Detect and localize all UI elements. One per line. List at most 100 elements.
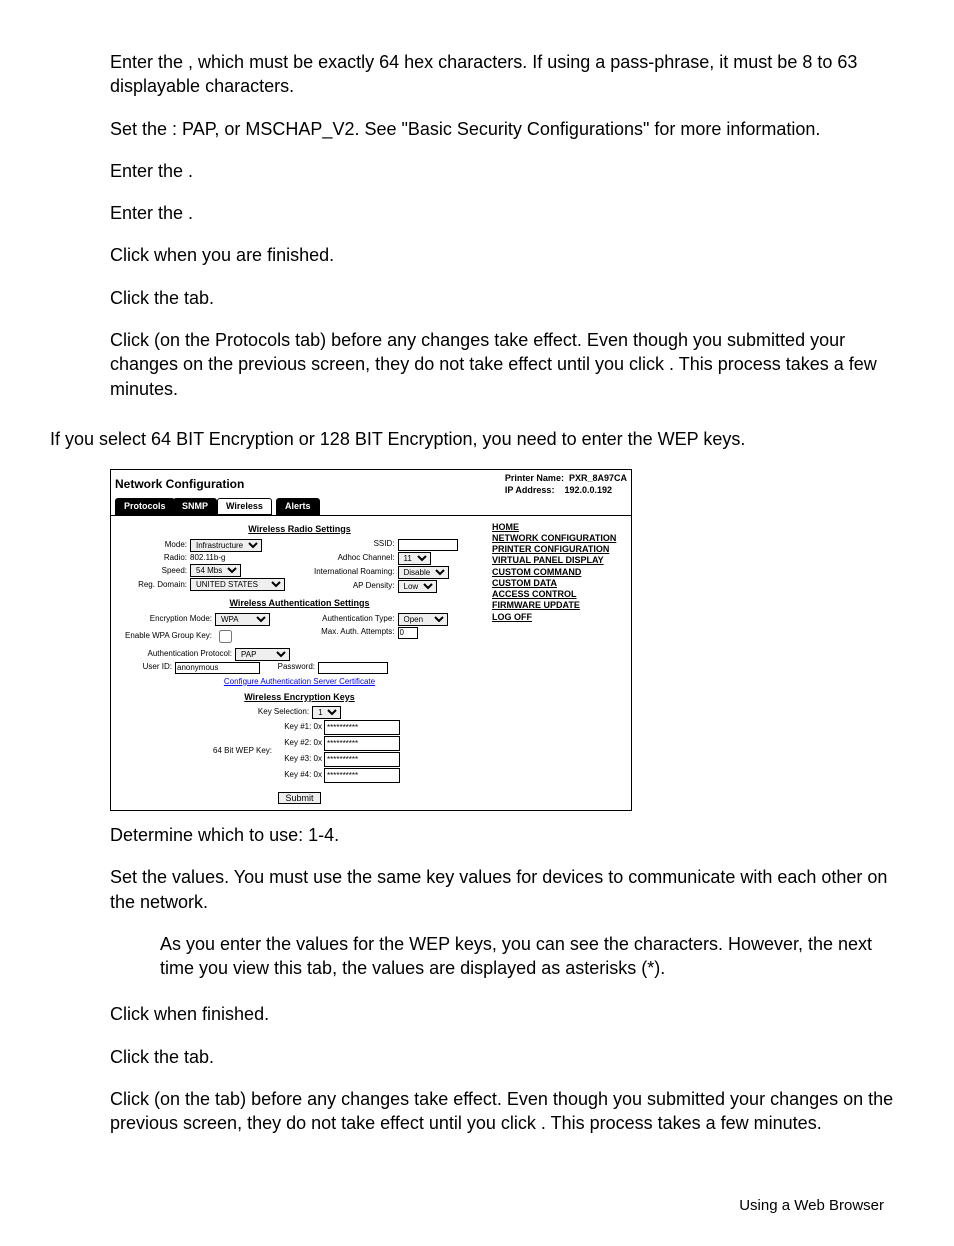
encmode-label: Encryption Mode: xyxy=(117,614,215,625)
radio-label: Radio: xyxy=(117,553,190,564)
key4-input[interactable] xyxy=(324,768,400,783)
embedded-screenshot: Network Configuration Printer Name: PXR_… xyxy=(110,469,632,811)
paragraph: Click the tab. xyxy=(110,286,904,310)
regdom-select[interactable]: UNITED STATES xyxy=(190,578,285,591)
text: . xyxy=(188,203,193,223)
paragraph: Set the values. You must use the same ke… xyxy=(110,865,904,914)
mode-select[interactable]: Infrastructure xyxy=(190,539,262,552)
speed-label: Speed: xyxy=(117,566,190,577)
apden-select[interactable]: Low xyxy=(398,580,437,593)
authtype-select[interactable]: Open xyxy=(398,613,448,626)
section-radio-settings: Wireless Radio Settings xyxy=(117,523,482,535)
text: Click the xyxy=(110,1047,184,1067)
text: . xyxy=(188,161,193,181)
key1-input[interactable] xyxy=(324,720,400,735)
screenshot-header: Network Configuration Printer Name: PXR_… xyxy=(111,470,631,496)
nav-log-off[interactable]: LOG OFF xyxy=(492,612,627,623)
roam-select[interactable]: Disable xyxy=(398,566,449,579)
document-page: Enter the , which must be exactly 64 hex… xyxy=(0,0,954,1246)
screenshot-body: Wireless Radio Settings Mode:Infrastruct… xyxy=(111,516,631,810)
paragraph: Click the tab. xyxy=(110,1045,904,1069)
text: Enter the xyxy=(110,161,188,181)
tab-snmp[interactable]: SNMP xyxy=(173,498,217,514)
text: : PAP, or MSCHAP_V2. See "Basic Security… xyxy=(172,119,820,139)
text: Set the xyxy=(110,867,172,887)
text: Click xyxy=(110,1004,154,1024)
text: to use: 1-4. xyxy=(249,825,339,845)
nav-access-control[interactable]: ACCESS CONTROL xyxy=(492,589,627,600)
text: Click xyxy=(110,330,154,350)
password-input[interactable] xyxy=(318,662,388,674)
nav-printer-config[interactable]: PRINTER CONFIGURATION xyxy=(492,544,627,555)
text: Set the xyxy=(110,119,172,139)
ip-value: 192.0.0.192 xyxy=(564,485,612,495)
tab-bar: Protocols SNMP Wireless Alerts xyxy=(111,499,631,516)
paragraph: Enter the , which must be exactly 64 hex… xyxy=(110,50,904,99)
ssid-label: SSID: xyxy=(300,539,398,550)
adhoc-select[interactable]: 11 xyxy=(398,552,431,565)
speed-select[interactable]: 54 Mbs xyxy=(190,564,241,577)
nav-custom-command[interactable]: CUSTOM COMMAND xyxy=(492,567,627,578)
userid-label: User ID: xyxy=(117,662,175,673)
nav-home[interactable]: HOME xyxy=(492,522,627,533)
text: when you are finished. xyxy=(154,245,334,265)
key4-label: Key #4: 0x xyxy=(276,770,324,781)
text: Determine which xyxy=(110,825,249,845)
maxauth-label: Max. Auth. Attempts: xyxy=(300,627,398,638)
authtype-label: Authentication Type: xyxy=(300,614,398,625)
nav-network-config[interactable]: NETWORK CONFIGURATION xyxy=(492,533,627,544)
submit-button[interactable]: Submit xyxy=(278,792,320,804)
paragraph: Enter the . xyxy=(110,159,904,183)
keysel-select[interactable]: 1 xyxy=(312,706,341,719)
adhoc-label: Adhoc Channel: xyxy=(300,553,398,564)
text: As you enter the values for the WEP keys… xyxy=(160,934,872,978)
key3-input[interactable] xyxy=(324,752,400,767)
config-title: Network Configuration xyxy=(115,476,244,492)
paragraph: Determine which to use: 1-4. xyxy=(110,823,904,847)
tab-alerts[interactable]: Alerts xyxy=(276,498,320,514)
nav-firmware-update[interactable]: FIRMWARE UPDATE xyxy=(492,600,627,611)
text: . This process takes a few minutes. xyxy=(541,1113,822,1133)
cert-link[interactable]: Configure Authentication Server Certific… xyxy=(224,677,375,686)
section-auth-settings: Wireless Authentication Settings xyxy=(117,597,482,609)
paragraph: Enter the . xyxy=(110,201,904,225)
text: tab. xyxy=(184,1047,214,1067)
nav-virtual-panel[interactable]: VIRTUAL PANEL DISPLAY xyxy=(492,555,627,566)
printer-name: PXR_8A97CA xyxy=(569,473,627,483)
text: (on the xyxy=(154,1089,215,1109)
paragraph: Click when finished. xyxy=(110,1002,904,1026)
printer-name-label: Printer Name: xyxy=(505,473,564,483)
key1-label: Key #1: 0x xyxy=(276,722,324,733)
authproto-select[interactable]: PAP xyxy=(235,648,290,661)
ip-label: IP Address: xyxy=(505,485,555,495)
section-enc-keys: Wireless Encryption Keys xyxy=(117,691,482,703)
key3-label: Key #3: 0x xyxy=(276,754,324,765)
paragraph: Click (on the Protocols tab) before any … xyxy=(110,328,904,401)
text: when finished. xyxy=(154,1004,269,1024)
wep-group-label: 64 Bit WEP Key: xyxy=(117,746,276,757)
paragraph: Set the : PAP, or MSCHAP_V2. See "Basic … xyxy=(110,117,904,141)
maxauth-input[interactable] xyxy=(398,627,418,639)
text: values. You must use the same key values… xyxy=(110,867,887,911)
groupkey-checkbox[interactable] xyxy=(219,630,232,643)
printer-info: Printer Name: PXR_8A97CA IP Address: 192… xyxy=(505,472,627,496)
page-footer: Using a Web Browser xyxy=(50,1196,904,1216)
text: Click xyxy=(110,245,154,265)
groupkey-label: Enable WPA Group Key: xyxy=(117,631,215,642)
userid-input[interactable] xyxy=(175,662,260,674)
nav-sidebar: HOME NETWORK CONFIGURATION PRINTER CONFI… xyxy=(488,516,631,810)
key2-input[interactable] xyxy=(324,736,400,751)
form-panel: Wireless Radio Settings Mode:Infrastruct… xyxy=(111,516,488,810)
nav-custom-data[interactable]: CUSTOM DATA xyxy=(492,578,627,589)
text: , which must be exactly 64 hex character… xyxy=(110,52,857,96)
tab-wireless[interactable]: Wireless xyxy=(217,498,272,514)
text: Enter the xyxy=(110,52,188,72)
ssid-input[interactable] xyxy=(398,539,458,551)
paragraph: If you select 64 BIT Encryption or 128 B… xyxy=(50,427,904,451)
password-label: Password: xyxy=(260,662,318,673)
mode-label: Mode: xyxy=(117,540,190,551)
text: If you select 64 BIT Encryption or 128 B… xyxy=(50,429,745,449)
tab-protocols[interactable]: Protocols xyxy=(115,498,175,514)
apden-label: AP Density: xyxy=(300,581,398,592)
encmode-select[interactable]: WPA xyxy=(215,613,270,626)
